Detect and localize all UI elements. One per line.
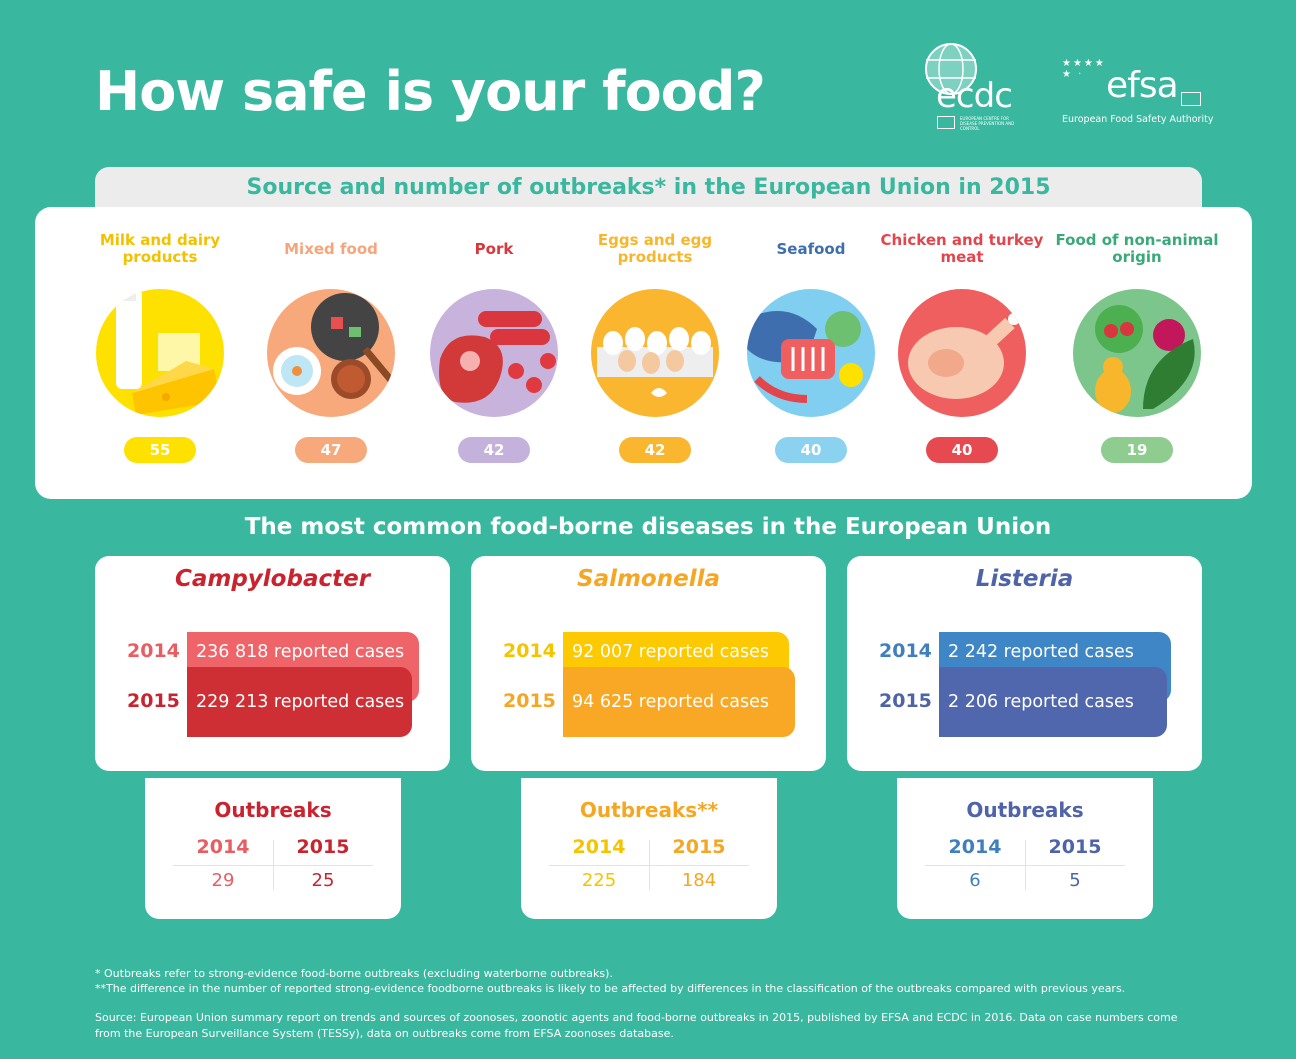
disease-name: Listeria bbox=[975, 566, 1074, 592]
outbreak-count-badge: 55 bbox=[124, 437, 196, 463]
source-label: Chicken and turkey meat bbox=[880, 231, 1044, 266]
disease-name: Salmonella bbox=[577, 566, 720, 592]
outbreak-count-badge: 40 bbox=[926, 437, 998, 463]
source-label: Eggs and egg products bbox=[597, 231, 713, 266]
stars-icon: ★★★★ ★ · bbox=[1062, 58, 1106, 80]
outbreaks-value-2015: 5 bbox=[1069, 870, 1081, 891]
divider bbox=[649, 840, 650, 890]
outbreaks-year-2015: 2015 bbox=[1025, 836, 1125, 866]
divider bbox=[1025, 840, 1026, 890]
cases-label-2014: 92 007 reported cases bbox=[572, 642, 770, 662]
eggs-icon bbox=[591, 289, 719, 417]
vegetables-icon bbox=[1073, 289, 1201, 417]
eu-flag-icon bbox=[1181, 92, 1201, 106]
outbreaks-value-2014: 225 bbox=[581, 870, 617, 891]
year-2015: 2015 bbox=[127, 690, 180, 712]
page-title: How safe is your food? bbox=[95, 60, 766, 123]
globe-icon bbox=[925, 43, 977, 95]
source-item: Food of non-animal origin 19 bbox=[1047, 229, 1227, 463]
efsa-wordmark: efsa bbox=[1106, 65, 1179, 106]
outbreaks-year-2014: 2014 bbox=[173, 836, 273, 866]
milk-cheese-icon bbox=[96, 289, 224, 417]
cases-bar-2015: 94 625 reported cases bbox=[563, 667, 795, 737]
diseases-title: The most common food-borne diseases in t… bbox=[244, 514, 1052, 540]
disease-card: Salmonella 92 007 reported cases 94 625 … bbox=[471, 556, 826, 771]
cases-label-2015: 229 213 reported cases bbox=[196, 692, 405, 712]
source-item: Chicken and turkey meat 40 bbox=[872, 229, 1052, 463]
eu-flag-icon bbox=[937, 116, 955, 129]
year-2014: 2014 bbox=[503, 640, 556, 662]
source-label: Mixed food bbox=[284, 239, 378, 258]
ecdc-logo: ecdc EUROPEAN CENTRE FOR DISEASE PREVENT… bbox=[916, 42, 1021, 134]
efsa-subtitle: European Food Safety Authority bbox=[1062, 114, 1214, 125]
cases-label-2015: 94 625 reported cases bbox=[572, 692, 770, 712]
sources-panel: Milk and dairy products 55 Mixed food 47 P… bbox=[35, 207, 1252, 499]
outbreaks-value-2014: 6 bbox=[969, 870, 981, 891]
footnote-2: **The difference in the number of report… bbox=[95, 982, 1126, 995]
ecdc-wordmark: ecdc bbox=[936, 76, 1013, 116]
divider bbox=[273, 840, 274, 890]
year-2015: 2015 bbox=[503, 690, 556, 712]
outbreaks-title: Outbreaks bbox=[214, 798, 332, 822]
outbreaks-value-2015: 25 bbox=[311, 870, 335, 891]
chicken-icon bbox=[898, 289, 1026, 417]
outbreak-count-badge: 42 bbox=[458, 437, 530, 463]
outbreak-count-badge: 19 bbox=[1101, 437, 1173, 463]
outbreaks-title: Outbreaks bbox=[966, 798, 1084, 822]
efsa-logo: ★★★★ ★ · efsa European Food Safety Author… bbox=[1062, 58, 1213, 128]
source-label: Milk and dairy products bbox=[99, 231, 221, 266]
source-note: Source: European Union summary report on… bbox=[95, 1011, 1178, 1040]
outbreaks-title: Outbreaks** bbox=[579, 798, 719, 822]
cases-bar-2015: 229 213 reported cases bbox=[187, 667, 412, 737]
outbreaks-card: Outbreaks 2014 6 2015 5 bbox=[897, 778, 1153, 919]
outbreak-count-badge: 40 bbox=[775, 437, 847, 463]
outbreaks-year-2014: 2014 bbox=[549, 836, 649, 866]
source-item: Mixed food 47 bbox=[241, 229, 421, 463]
outbreaks-card: Outbreaks 2014 29 2015 25 bbox=[145, 778, 401, 919]
outbreak-count-badge: 47 bbox=[295, 437, 367, 463]
ecdc-subtitle: EUROPEAN CENTRE FOR DISEASE PREVENTION A… bbox=[960, 116, 1015, 131]
mixed-food-icon bbox=[267, 289, 395, 417]
outbreaks-value-2014: 29 bbox=[211, 870, 235, 891]
sources-title: Source and number of outbreaks* in the E… bbox=[246, 175, 1051, 200]
year-2014: 2014 bbox=[127, 640, 180, 662]
seafood-icon bbox=[747, 289, 875, 417]
cases-label-2014: 236 818 reported cases bbox=[196, 642, 405, 662]
outbreaks-year-2015: 2015 bbox=[273, 836, 373, 866]
outbreaks-value-2015: 184 bbox=[681, 870, 717, 891]
outbreaks-year-2015: 2015 bbox=[649, 836, 749, 866]
source-label: Seafood bbox=[776, 239, 846, 258]
pork-icon bbox=[430, 289, 558, 417]
source-item: Eggs and egg products 42 bbox=[565, 229, 745, 463]
source-item: Seafood 40 bbox=[721, 229, 901, 463]
year-2014: 2014 bbox=[879, 640, 932, 662]
source-label: Food of non-animal origin bbox=[1055, 231, 1219, 266]
disease-name: Campylobacter bbox=[174, 566, 371, 592]
outbreaks-card: Outbreaks** 2014 225 2015 184 bbox=[521, 778, 777, 919]
cases-label-2015: 2 206 reported cases bbox=[948, 692, 1134, 712]
disease-card: Listeria 2 242 reported cases 2 206 repo… bbox=[847, 556, 1202, 771]
cases-label-2014: 2 242 reported cases bbox=[948, 642, 1134, 662]
source-item: Milk and dairy products 55 bbox=[70, 229, 250, 463]
footnote-1: * Outbreaks refer to strong-evidence foo… bbox=[95, 967, 613, 980]
disease-card: Campylobacter 236 818 reported cases 229… bbox=[95, 556, 450, 771]
outbreak-count-badge: 42 bbox=[619, 437, 691, 463]
cases-bar-2015: 2 206 reported cases bbox=[939, 667, 1167, 737]
outbreaks-year-2014: 2014 bbox=[925, 836, 1025, 866]
year-2015: 2015 bbox=[879, 690, 932, 712]
source-label: Pork bbox=[474, 239, 514, 258]
source-item: Pork 42 bbox=[404, 229, 584, 463]
